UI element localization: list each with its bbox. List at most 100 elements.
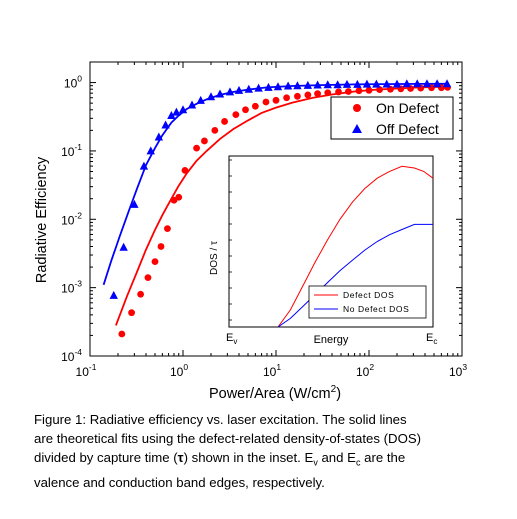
off-defect-point [432,79,442,88]
off-defect-point [342,79,352,88]
off-defect-point [303,80,313,89]
off-defect-point [442,79,452,88]
inset-x-tick-ec: Ec [426,332,437,346]
figure: 10-1 100 101 102 103 10-4 10-3 10-2 10-1 100 Powe… [34,61,467,402]
y-tick-label: 10-4 [61,347,82,364]
off-defect-point [234,85,244,94]
off-defect-point [178,105,188,114]
off-defect-point [333,80,342,89]
off-defect-point [382,79,391,88]
on-defect-point [294,92,301,100]
caption-ev-subscript: v [313,457,318,468]
caption-line-3d: are the [360,450,406,465]
on-defect-point [144,274,152,282]
caption-ec-subscript: c [355,457,361,468]
off-defect-point [206,92,216,101]
off-defect-point [392,79,402,88]
off-defect-point [273,82,283,91]
off-defect-point [283,81,293,90]
inset-chart: Defect DOS No Defect DOS Ev Ec Energy DO… [209,155,437,346]
off-defect-point [172,107,181,116]
caption-line-3b: ) shown in the inset. E [183,450,314,465]
off-defect-point [146,146,155,155]
y-tick-label: 10-1 [61,142,82,159]
inset-x-tick-ev: Ev [226,332,237,346]
off-defect-point [372,79,381,88]
inset-ticks [229,159,232,321]
on-defect-point [211,126,219,134]
on-defect-point [232,111,240,119]
caption-line-3a: divided by capture time ( [34,450,178,465]
on-defect-point [242,106,249,114]
inset-legend: Defect DOS No Defect DOS [308,285,427,319]
caption-line-1: Figure 1: Radiative efficiency vs. laser… [34,412,407,427]
on-defect-point [355,87,363,95]
inset-legend-box [308,285,427,319]
off-defect-point [215,89,225,98]
on-defect-point [157,243,165,250]
on-defect-point [193,144,200,152]
legend-marker-on-defect [353,104,361,112]
on-defect-point [335,88,342,96]
inset-no-defect-dos-curve [277,223,433,328]
y-axis-label: Radiative Efficiency [34,156,50,283]
y-tick-label: 10-2 [61,210,82,227]
off-defect-point [109,290,118,299]
on-defect-point [365,86,373,94]
y-tick-label: 100 [64,74,82,91]
off-defect-point [264,82,273,91]
off-defect-point [402,79,412,88]
on-defect-point [181,166,189,174]
on-defect-point [128,309,135,317]
off-defect-point [313,80,322,89]
caption-tau-symbol: τ [177,450,184,465]
off-defect-point [323,80,332,89]
on-defect-point [283,94,290,102]
on-defect-point [262,98,270,106]
legend-label-off-defect: Off Defect [376,121,439,137]
x-tick-label: 10-1 [76,362,97,379]
inset-y-axis-label: DOS / τ [209,241,220,275]
caption-line-4: valence and conduction band edges, respe… [34,474,325,490]
inset-x-axis-label: Energy [314,334,349,346]
figure-caption: Figure 1: Radiative efficiency vs. laser… [34,410,509,492]
on-defect-point [304,91,312,99]
on-defect-point [151,258,159,266]
y-tick-label: 10-3 [61,279,82,296]
x-tick-label: 103 [449,362,467,379]
off-defect-point [139,161,149,170]
off-defect-point [422,79,432,88]
x-axis-label: Power/Area (W/cm2) [209,384,341,402]
off-defect-point [254,83,263,92]
off-defect-point [293,81,302,90]
legend-marker-off-defect [352,124,362,133]
off-defect-point [161,120,170,129]
inset-legend-label-defect: Defect DOS [343,290,394,300]
on-defect-point [344,88,352,95]
x-tick-label: 100 [170,362,188,379]
off-defect-point [130,199,139,208]
legend: On Defect Off Defect [330,96,454,140]
inset-legend-label-nodefect: No Defect DOS [343,304,409,314]
off-defect-point [244,84,254,93]
off-defect-point [413,79,422,88]
off-defect-point [225,87,235,96]
on-defect-point [221,118,228,125]
off-defect-point [187,100,197,109]
off-defect-point [362,79,372,88]
caption-line-2: are theoretical fits using the defect-re… [34,431,422,446]
x-tick-label: 101 [263,362,281,379]
main-tick-labels: 10-1 100 101 102 103 10-4 10-3 10-2 10-1 100 [61,74,467,379]
legend-label-on-defect: On Defect [376,100,439,116]
on-defect-point [314,90,321,97]
off-defect-point [119,242,128,251]
caption-line-3: divided by capture time (τ) shown in the… [34,448,509,473]
caption-line-3c: and E [317,450,356,465]
legend-box [330,96,454,140]
on-defect-point [118,330,126,338]
x-tick-label: 102 [356,362,374,379]
on-defect-point [251,102,259,110]
off-defect-point [167,110,176,119]
on-defect-point [324,89,332,97]
data-markers [109,79,452,338]
